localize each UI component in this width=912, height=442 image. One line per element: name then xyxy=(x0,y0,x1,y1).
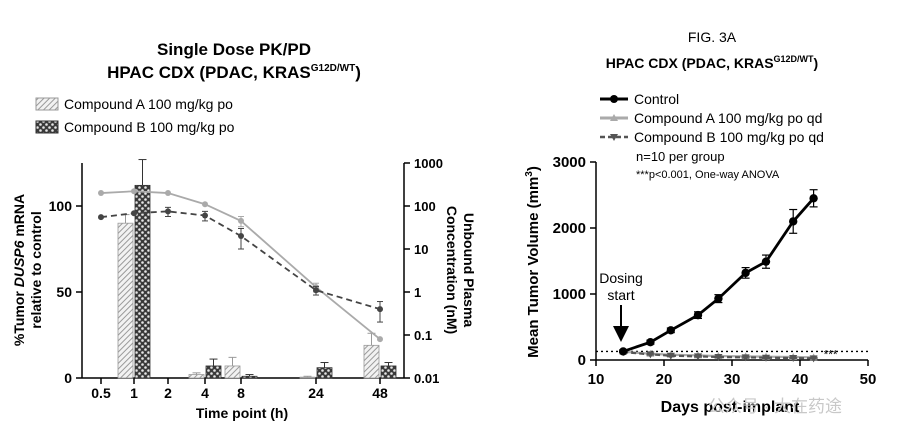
significance-stars: *** xyxy=(824,348,838,362)
left-y2-tick-label: 1000 xyxy=(414,156,443,171)
left-y2-tick-label: 0.1 xyxy=(414,328,432,343)
right-chart-title: HPAC CDX (PDAC, KRASG12D/WT) xyxy=(606,54,818,71)
right-x-ticks: 10 20 30 40 50 xyxy=(588,360,877,388)
tumor-point-control xyxy=(762,257,770,265)
note-n-per-group: n=10 per group xyxy=(636,149,725,164)
tumor-point-control xyxy=(741,269,749,277)
dosing-label-line2: start xyxy=(607,287,634,303)
left-y-tick-label: 50 xyxy=(56,284,72,300)
left-x-tick-label: 24 xyxy=(308,385,324,401)
legend-swatch-compound-b xyxy=(36,121,58,133)
legend-label-control: Control xyxy=(634,91,679,107)
bar-compound-a xyxy=(300,377,315,378)
bar-compound-a xyxy=(225,366,240,378)
bar-compound-b xyxy=(317,368,332,378)
left-x-tick-label: 4 xyxy=(201,385,209,401)
right-y-tick-label: 0 xyxy=(578,352,586,369)
left-chart-subtitle: HPAC CDX (PDAC, KRASG12D/WT) xyxy=(107,63,361,82)
left-x-tick-label: 1 xyxy=(130,385,138,401)
right-x-tick-label: 20 xyxy=(656,371,673,388)
bar-compound-b xyxy=(135,185,150,378)
bar-compound-b xyxy=(381,366,396,378)
note-statistics: ***p<0.001, One-way ANOVA xyxy=(636,169,780,181)
pk-point-compound-a xyxy=(377,336,383,342)
left-legend: Compound A 100 mg/kg po Compound B 100 m… xyxy=(36,96,235,135)
dosing-label-line1: Dosing xyxy=(599,270,643,286)
tumor-point-control xyxy=(619,347,627,355)
tumor-point-control xyxy=(809,194,817,202)
left-y2-tick-label: 0.01 xyxy=(414,371,439,386)
left-x-tick-label: 2 xyxy=(164,385,172,401)
figure-label: FIG. 3A xyxy=(688,29,737,45)
left-y2-tick-label: 1 xyxy=(414,285,421,300)
right-x-tick-label: 50 xyxy=(860,371,877,388)
right-y-axis-label: Mean Tumor Volume (mm3) xyxy=(524,166,542,358)
left-x-ticks: 0.5 1 2 4 8 24 48 xyxy=(91,378,388,401)
tumor-point-control xyxy=(789,217,797,225)
left-y2-tick-label: 100 xyxy=(414,199,436,214)
left-x-axis-label: Time point (h) xyxy=(196,405,288,421)
svg-text:Unbound Plasma: Unbound Plasma xyxy=(461,213,477,328)
svg-text:relative to control: relative to control xyxy=(28,211,44,328)
pk-point-compound-b xyxy=(131,210,137,216)
svg-text:Mean Tumor Volume (mm3): Mean Tumor Volume (mm3) xyxy=(524,166,542,358)
right-y-tick-label: 2000 xyxy=(553,220,586,237)
bar-compound-a xyxy=(364,345,379,378)
tumor-point-control xyxy=(714,294,722,302)
bar-compound-b xyxy=(206,366,221,378)
tumor-line-control xyxy=(623,198,813,351)
left-x-tick-label: 48 xyxy=(372,385,388,401)
tumor-point-control xyxy=(667,326,675,334)
left-y2-tick-label: 10 xyxy=(414,242,428,257)
left-y2-axis-label: Unbound Plasma Concentration (nM) xyxy=(444,206,477,334)
left-x-tick-label: 0.5 xyxy=(91,385,111,401)
bar-compound-b xyxy=(242,376,257,378)
svg-text:Concentration (nM): Concentration (nM) xyxy=(444,206,460,334)
legend-label-compound-a: Compound A 100 mg/kg po xyxy=(64,96,233,112)
right-legend: Control Compound A 100 mg/kg po qd Compo… xyxy=(600,91,824,181)
pk-point-compound-a xyxy=(131,188,137,194)
legend-label-compound-b: Compound B 100 mg/kg po xyxy=(64,119,235,135)
tumor-point-control xyxy=(694,311,702,319)
left-chart: Single Dose PK/PD HPAC CDX (PDAC, KRASG1… xyxy=(11,40,477,421)
left-y2-ticks: 0.01 0.1 1 10 100 1000 xyxy=(404,156,443,386)
pk-point-compound-a xyxy=(98,190,104,196)
right-x-tick-label: 30 xyxy=(724,371,741,388)
left-y-tick-label: 100 xyxy=(49,198,73,214)
right-y-tick-label: 3000 xyxy=(553,154,586,171)
pk-point-compound-b xyxy=(98,214,104,220)
right-chart: FIG. 3A HPAC CDX (PDAC, KRASG12D/WT) Con… xyxy=(524,29,876,416)
tumor-point-control xyxy=(646,338,654,346)
legend-swatch-compound-a xyxy=(36,98,58,110)
right-x-tick-label: 10 xyxy=(588,371,605,388)
left-chart-title: Single Dose PK/PD xyxy=(157,40,311,59)
pk-point-compound-a xyxy=(202,201,208,207)
legend-label-compound-a-qd: Compound A 100 mg/kg po qd xyxy=(634,110,822,126)
right-y-ticks: 0 1000 2000 3000 xyxy=(553,154,596,369)
left-y-tick-label: 0 xyxy=(64,370,72,386)
watermark-text: 公众号 · 大在药途 xyxy=(708,397,842,416)
legend-label-compound-b-qd: Compound B 100 mg/kg po qd xyxy=(634,129,824,145)
bar-compound-a xyxy=(118,223,133,378)
dosing-start-annotation: Dosing start xyxy=(599,270,643,334)
right-y-tick-label: 1000 xyxy=(553,286,586,303)
left-y-axis-label: %Tumor DUSP6 mRNA relative to control xyxy=(11,194,44,346)
pk-point-compound-a xyxy=(165,190,171,196)
svg-text:%Tumor DUSP6 mRNA: %Tumor DUSP6 mRNA xyxy=(11,194,27,346)
bar-compound-a xyxy=(189,375,204,378)
left-y-ticks: 0 50 100 xyxy=(49,198,82,386)
left-x-tick-label: 8 xyxy=(237,385,245,401)
legend-marker-control xyxy=(610,95,618,103)
right-x-tick-label: 40 xyxy=(792,371,809,388)
